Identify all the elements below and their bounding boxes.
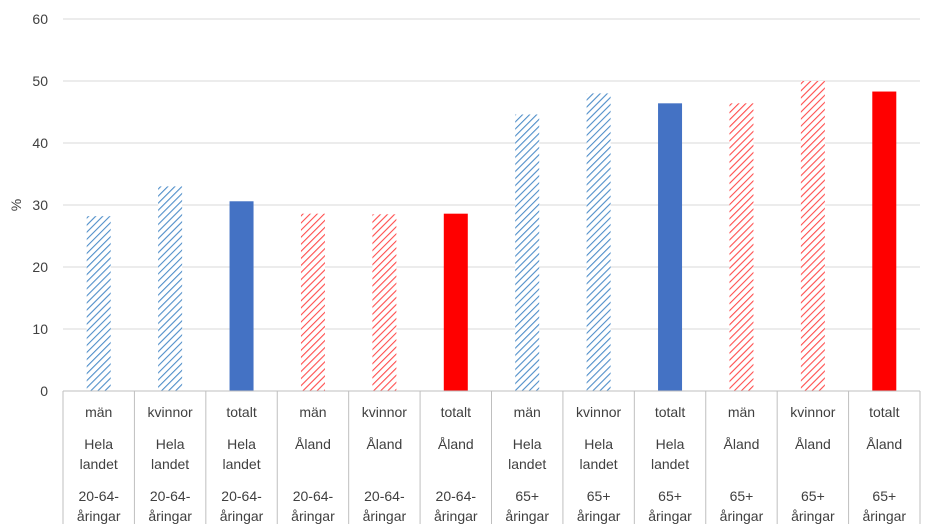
- x-label-age: åringar: [77, 508, 121, 524]
- y-axis-label: %: [8, 199, 24, 211]
- x-label-age: åringar: [648, 508, 692, 524]
- x-label-group: män: [85, 404, 112, 420]
- x-label-age: 20-64-: [150, 488, 191, 504]
- bar: [872, 91, 897, 391]
- x-label-age: åringar: [220, 508, 264, 524]
- x-label-age: åringar: [434, 508, 478, 524]
- x-label-age: 20-64-: [436, 488, 477, 504]
- x-label-region: landet: [151, 456, 189, 472]
- bar: [229, 201, 254, 391]
- x-label-group: totalt: [226, 404, 256, 420]
- bar: [372, 214, 397, 391]
- x-label-region: landet: [508, 456, 546, 472]
- x-label-age: 65+: [658, 488, 682, 504]
- x-label-region: landet: [80, 456, 118, 472]
- x-label-region: landet: [222, 456, 260, 472]
- x-label-region: Hela: [227, 436, 256, 452]
- x-label-group: kvinnor: [362, 404, 407, 420]
- bar: [300, 213, 325, 391]
- x-label-age: 65+: [872, 488, 896, 504]
- x-label-region: Hela: [513, 436, 542, 452]
- x-label-group: män: [514, 404, 541, 420]
- bar: [443, 213, 468, 391]
- y-tick-label: 0: [40, 383, 48, 399]
- x-label-age: 20-64-: [364, 488, 405, 504]
- x-label-region: Hela: [656, 436, 685, 452]
- y-tick-label: 40: [32, 135, 48, 151]
- bar: [658, 103, 683, 391]
- x-label-age: åringar: [577, 508, 621, 524]
- x-label-age: 65+: [587, 488, 611, 504]
- x-label-age: 20-64-: [221, 488, 262, 504]
- x-label-region: landet: [651, 456, 689, 472]
- bar: [86, 216, 111, 391]
- x-label-age: 65+: [801, 488, 825, 504]
- x-label-group: totalt: [869, 404, 899, 420]
- bar: [158, 186, 183, 391]
- y-tick-label: 30: [32, 197, 48, 213]
- x-label-group: män: [728, 404, 755, 420]
- x-label-region: Åland: [795, 436, 831, 452]
- bar: [800, 81, 825, 391]
- x-label-age: åringar: [720, 508, 764, 524]
- x-label-age: åringar: [291, 508, 335, 524]
- x-label-age: 65+: [515, 488, 539, 504]
- x-label-age: åringar: [363, 508, 407, 524]
- x-axis: män Hela landet 20-64- åringar kvinnor Hela lan…: [62, 390, 921, 524]
- y-tick-label: 60: [32, 11, 48, 27]
- x-label-group: kvinnor: [576, 404, 621, 420]
- x-label-group: kvinnor: [148, 404, 193, 420]
- x-label-group: totalt: [441, 404, 471, 420]
- x-label-region: Hela: [84, 436, 113, 452]
- x-label-age: åringar: [505, 508, 549, 524]
- y-tick-label: 10: [32, 321, 48, 337]
- bar: [586, 93, 611, 392]
- x-label-age: åringar: [791, 508, 835, 524]
- x-label-region: Åland: [866, 436, 902, 452]
- bars: [86, 81, 897, 392]
- x-label-age: 20-64-: [78, 488, 119, 504]
- x-label-region: Åland: [724, 436, 760, 452]
- x-label-group: kvinnor: [790, 404, 835, 420]
- bar: [515, 114, 540, 391]
- bar: [729, 103, 754, 391]
- x-label-age: 20-64-: [293, 488, 334, 504]
- x-label-age: 65+: [730, 488, 754, 504]
- x-label-region: Hela: [584, 436, 613, 452]
- x-label-region: Åland: [438, 436, 474, 452]
- x-label-region: landet: [580, 456, 618, 472]
- gridlines: [63, 18, 920, 392]
- y-tick-label: 20: [32, 259, 48, 275]
- x-label-age: åringar: [862, 508, 906, 524]
- x-label-region: Hela: [156, 436, 185, 452]
- x-label-region: Åland: [295, 436, 331, 452]
- y-tick-label: 50: [32, 73, 48, 89]
- x-label-region: Åland: [366, 436, 402, 452]
- x-label-group: män: [299, 404, 326, 420]
- x-label-group: totalt: [655, 404, 685, 420]
- x-label-age: åringar: [148, 508, 192, 524]
- y-axis: 0 10 20 30 40 50 60%: [8, 11, 48, 399]
